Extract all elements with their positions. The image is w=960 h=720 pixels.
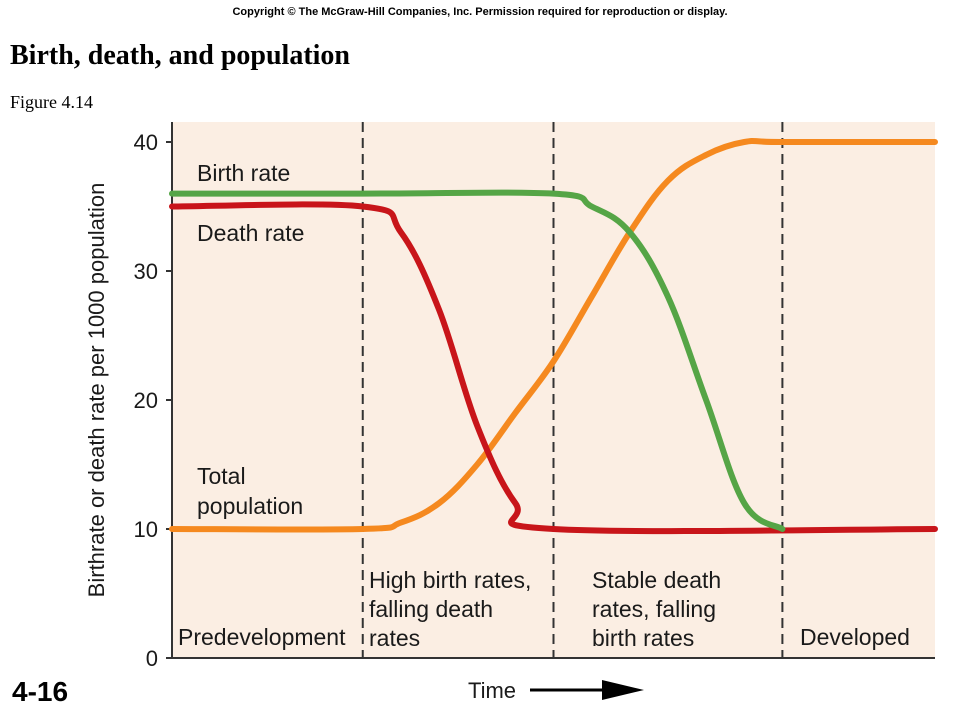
series-line-death-rate [169, 201, 938, 535]
phase-label: rates, falling [592, 596, 716, 622]
phase-label: Predevelopment [178, 624, 346, 650]
time-arrow-head [602, 680, 644, 700]
y-tick-label: 0 [146, 646, 158, 671]
phase-label: rates [369, 625, 420, 651]
figure-caption: Figure 4.14 [10, 92, 93, 112]
y-tick-label: 30 [134, 259, 158, 284]
series-line-total-population [169, 137, 938, 533]
y-tick-label: 20 [134, 388, 158, 413]
series-label: Birth rate [197, 160, 290, 186]
series-line-birth-rate [169, 189, 786, 532]
y-axis-label: Birthrate or death rate per 1000 populat… [84, 183, 109, 598]
series-label: Total [197, 463, 246, 489]
phase-label: Stable death [592, 567, 721, 593]
x-axis-label: Time [468, 678, 516, 703]
page-title: Birth, death, and population [10, 40, 350, 71]
phase-label: High birth rates, [369, 567, 531, 593]
series-label: Death rate [197, 220, 304, 246]
phase-label: falling death [369, 596, 493, 622]
series-label: population [197, 493, 303, 519]
copyright-notice: Copyright © The McGraw-Hill Companies, I… [232, 6, 728, 18]
y-tick-label: 10 [134, 517, 158, 542]
y-tick-label: 40 [134, 130, 158, 155]
phase-label: Developed [800, 624, 910, 650]
slide-number: 4-16 [12, 676, 69, 707]
phase-label: birth rates [592, 625, 694, 651]
